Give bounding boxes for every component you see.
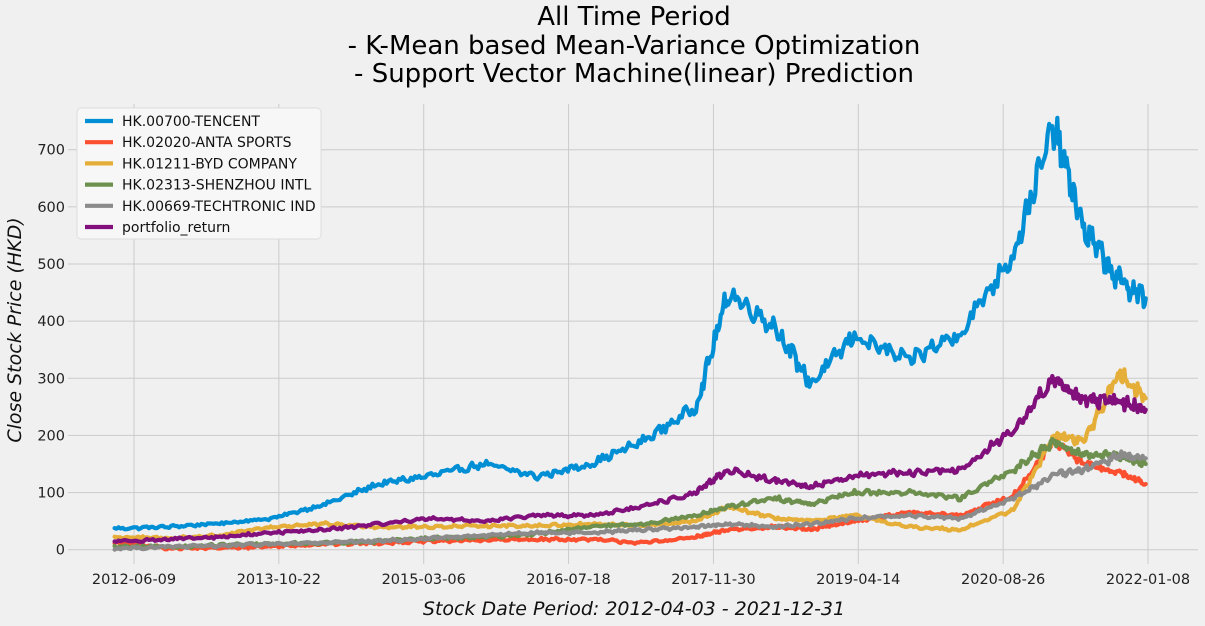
series-line-5 — [112, 449, 1148, 552]
y-tick-label: 400 — [37, 314, 65, 330]
legend-label: HK.02313-SHENZHOU INTL — [122, 178, 311, 194]
legend-label: HK.00669-TECHTRONIC IND — [122, 199, 316, 215]
y-tick-label: 100 — [37, 486, 65, 502]
y-tick-label: 300 — [37, 371, 65, 387]
x-axis-label: Stock Date Period: 2012-04-03 - 2021-12-… — [423, 598, 845, 620]
x-tick-label: 2015-03-06 — [382, 572, 466, 588]
legend-box — [76, 107, 322, 240]
y-tick-label: 600 — [37, 200, 65, 216]
legend: HK.00700-TENCENT HK.02020-ANTA SPORTS HK.0… — [76, 107, 322, 240]
title-line-1: All Time Period — [537, 2, 730, 32]
y-tick-label: 0 — [56, 543, 65, 559]
series-line-3 — [112, 367, 1148, 542]
series-line-1 — [112, 115, 1148, 532]
chart-title: All Time Period - K-Mean based Mean-Vari… — [348, 2, 921, 89]
y-tick-label: 700 — [37, 143, 65, 159]
x-tick-label: 2013-10-22 — [237, 572, 321, 588]
x-tick-label: 2012-06-09 — [92, 572, 176, 588]
x-tick-label: 2020-08-26 — [961, 572, 1045, 588]
x-tick-label: 2017-11-30 — [671, 572, 755, 588]
x-tick-label: 2019-04-14 — [816, 572, 900, 588]
y-tick-label: 500 — [37, 257, 65, 273]
legend-label: HK.01211-BYD COMPANY — [122, 156, 297, 172]
y-tick-label: 200 — [37, 428, 65, 444]
y-axis-label: Close Stock Price (HKD) — [4, 217, 26, 442]
series-line-6 — [112, 373, 1148, 544]
series-lines — [112, 115, 1148, 552]
legend-label: HK.00700-TENCENT — [122, 114, 260, 130]
title-line-2: - K-Mean based Mean-Variance Optimizatio… — [348, 31, 921, 61]
legend-label: HK.02020-ANTA SPORTS — [122, 135, 292, 151]
tick-labels: 0 100 200 300 400 500 600 700 2012-06-09 2013-10-… — [37, 143, 1190, 588]
x-tick-label: 2016-07-18 — [526, 572, 610, 588]
grid — [68, 104, 1198, 564]
title-line-3: - Support Vector Machine(linear) Predict… — [354, 59, 914, 89]
x-tick-label: 2022-01-08 — [1106, 572, 1190, 588]
legend-label: portfolio_return — [122, 220, 230, 236]
